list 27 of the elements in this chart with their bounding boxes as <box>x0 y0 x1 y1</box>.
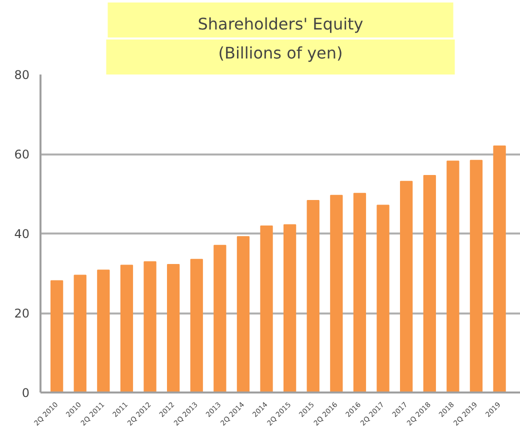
bar <box>120 264 134 392</box>
y-tick-label: 60 <box>14 148 30 162</box>
bar <box>493 146 506 392</box>
bar <box>330 194 343 392</box>
bar <box>470 160 483 392</box>
bar <box>236 236 250 392</box>
bar <box>144 261 156 392</box>
bar <box>74 274 86 392</box>
bar <box>50 280 64 392</box>
bar <box>166 264 180 392</box>
chart-subtitle: (Billions of yen) <box>218 44 343 62</box>
bar <box>376 204 390 392</box>
bar <box>260 225 273 392</box>
bar <box>400 180 413 392</box>
y-tick-label: 80 <box>14 68 30 82</box>
bar <box>97 270 110 392</box>
chart-title: Shareholders' Equity <box>198 14 364 34</box>
bar <box>306 200 320 392</box>
bar <box>283 224 296 392</box>
bar <box>190 258 203 392</box>
y-tick-label: 40 <box>14 227 30 241</box>
bar <box>423 174 436 392</box>
bar <box>214 244 226 392</box>
bar <box>446 160 460 392</box>
bar <box>353 192 366 392</box>
y-tick-label: 0 <box>22 386 30 400</box>
y-tick-label: 20 <box>14 306 30 320</box>
